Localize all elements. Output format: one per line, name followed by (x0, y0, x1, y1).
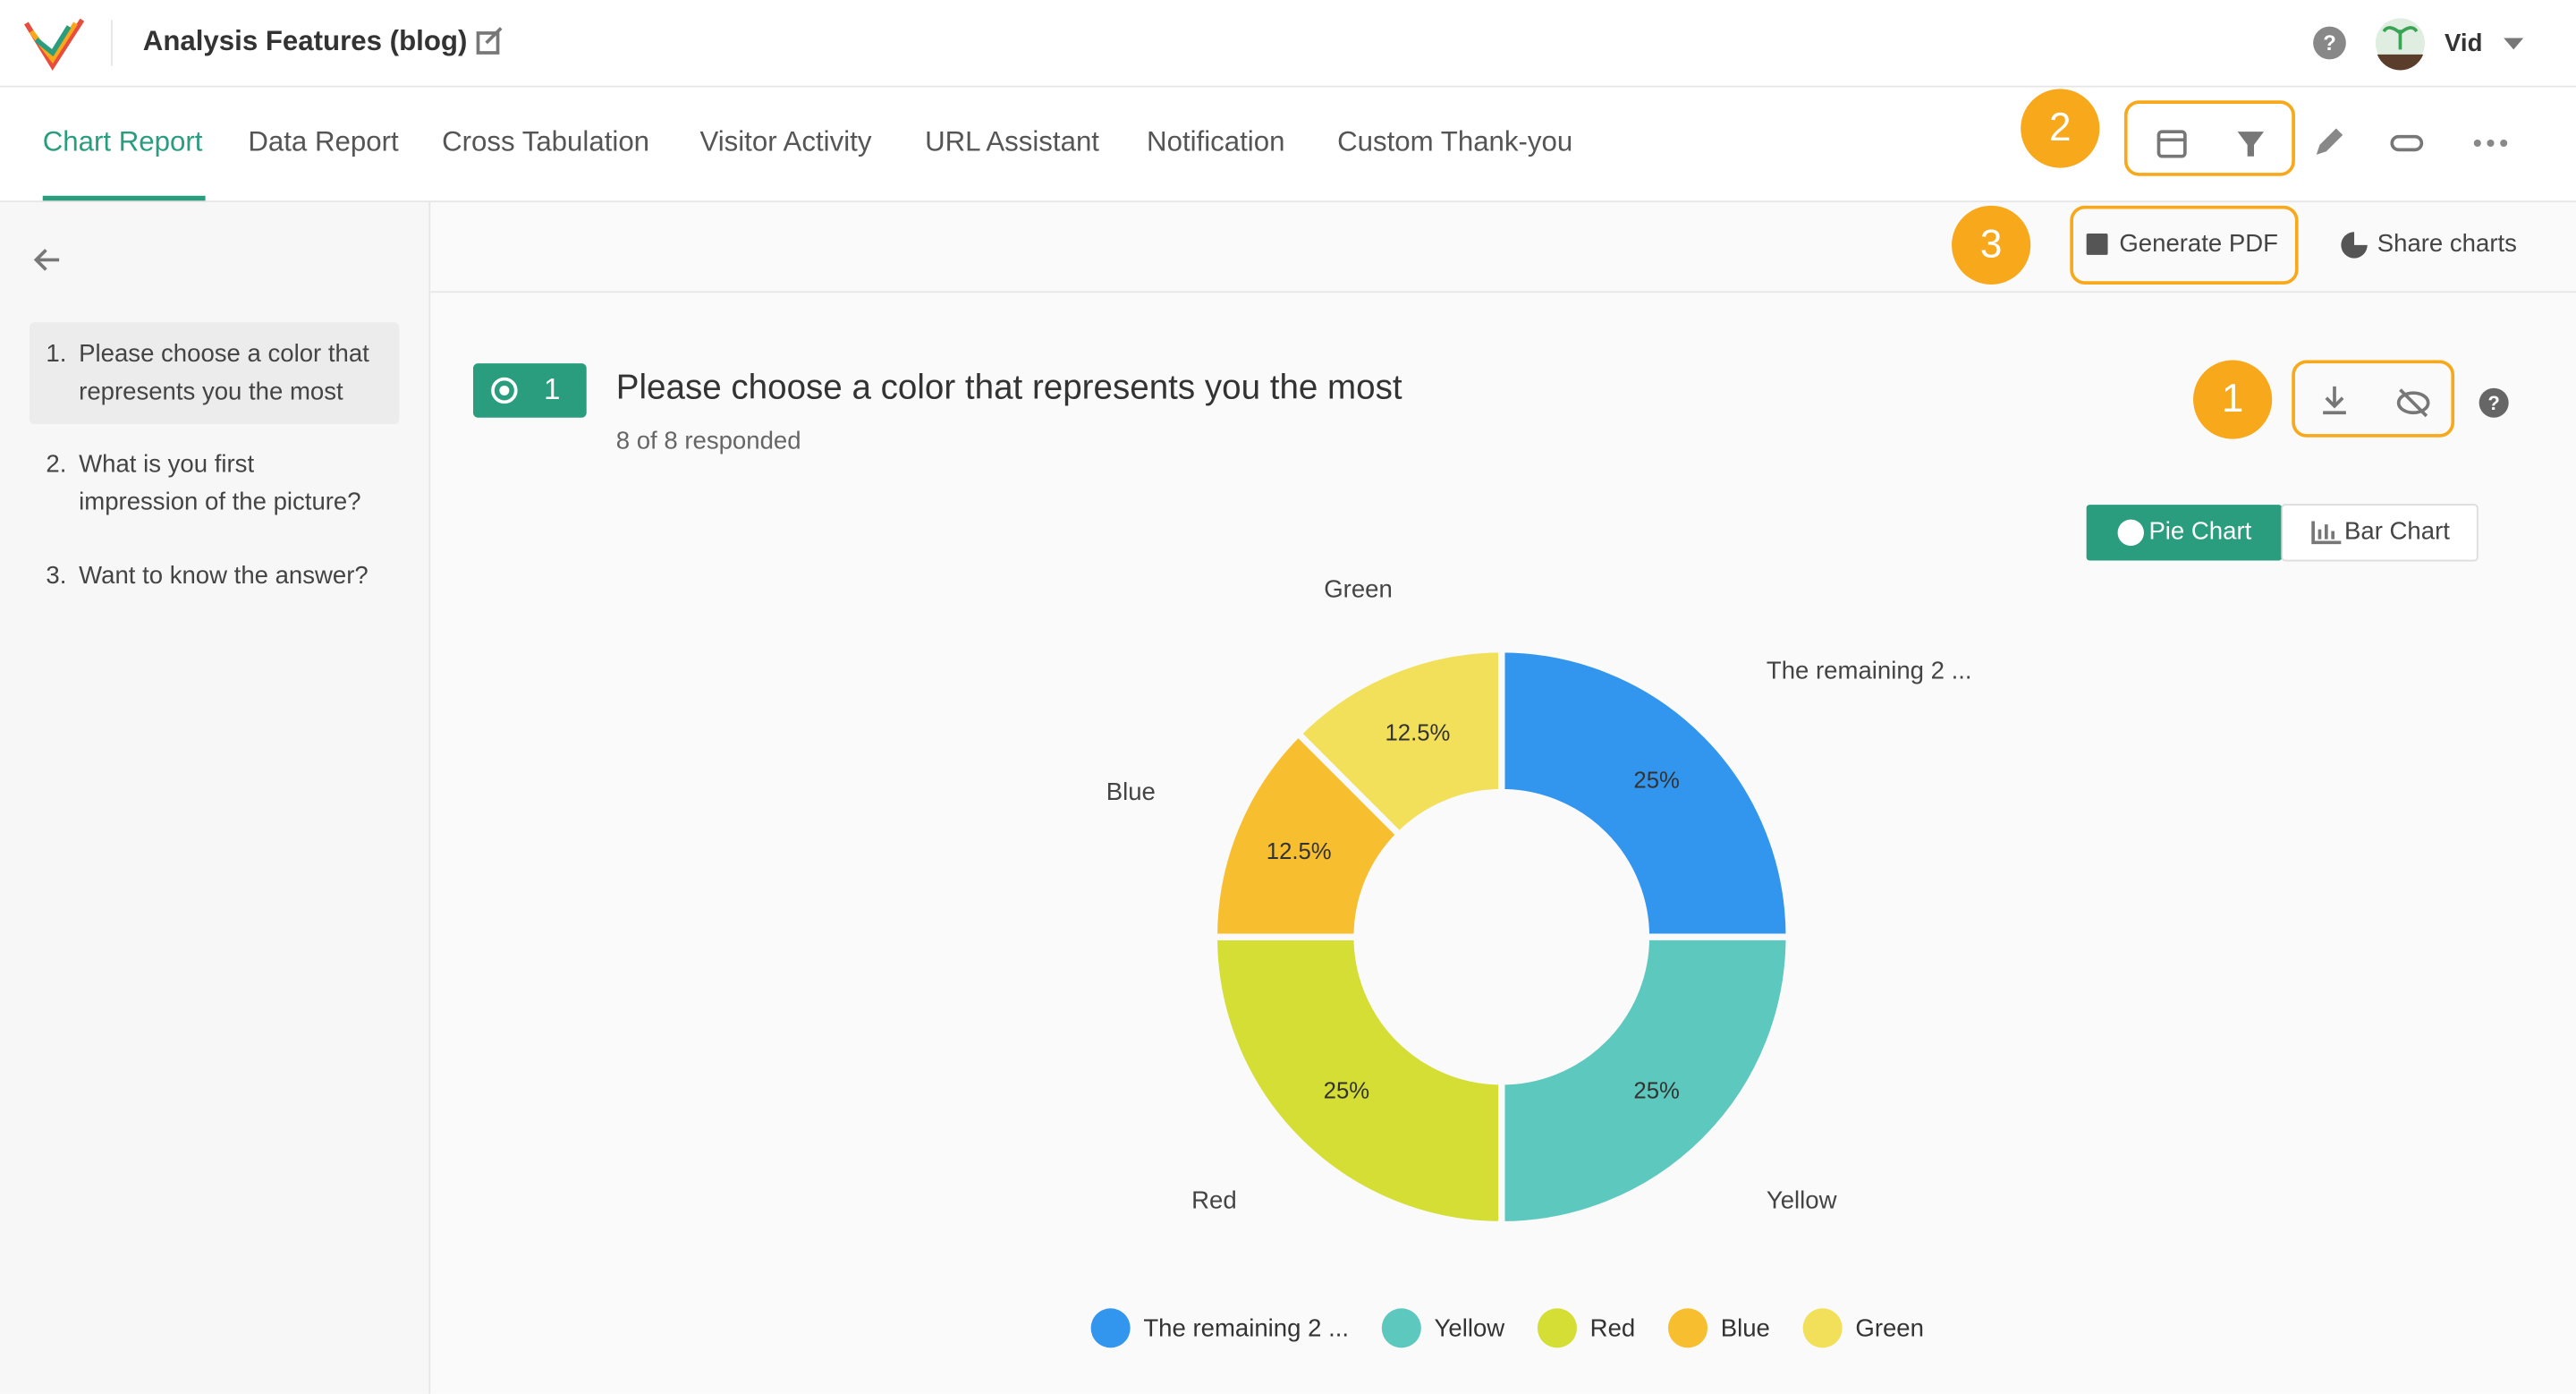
question-number: 1 (544, 373, 560, 406)
active-tab-indicator (42, 195, 206, 201)
question-list-item[interactable]: Want to know the answer? (79, 561, 369, 589)
question-list-item[interactable]: represents you the most (79, 377, 343, 404)
pie-slice (1498, 933, 1792, 1228)
tab[interactable]: Chart Report (43, 125, 203, 157)
tab[interactable]: Custom Thank-you (1337, 125, 1572, 157)
highlight-box (2292, 360, 2455, 438)
badge (2193, 360, 2273, 439)
question-list-number[interactable]: 2. (46, 449, 66, 477)
legend-swatch[interactable] (1802, 1308, 1843, 1348)
pie-chart-toggle-label[interactable]: Pie Chart (2148, 517, 2251, 545)
user-name[interactable]: Vid (2445, 29, 2482, 56)
question-list-number[interactable]: 1. (46, 339, 66, 367)
radio-icon (491, 377, 518, 404)
badge (2021, 89, 2100, 168)
slice-value-label: 25% (1633, 769, 1679, 794)
slice-category-label: Yellow (1767, 1186, 1837, 1214)
svg-text:?: ? (2323, 31, 2336, 55)
legend-swatch[interactable] (1537, 1308, 1577, 1348)
question-title: Please choose a color that represents yo… (616, 369, 1402, 407)
pdf-icon (2086, 234, 2108, 255)
pie-slice (1210, 933, 1505, 1228)
highlight-box (2123, 100, 2295, 176)
user-menu-caret[interactable] (2504, 38, 2524, 50)
badge-label: 2 (2049, 106, 2072, 149)
hide-button[interactable] (2396, 388, 2430, 418)
highlight-box (2070, 205, 2299, 285)
tab[interactable]: Cross Tabulation (442, 125, 649, 157)
external-link[interactable] (476, 27, 503, 55)
sidebar-active-item (30, 322, 400, 425)
question-list-item[interactable]: impression of the picture? (79, 488, 360, 515)
slice-value-label: 25% (1324, 1078, 1369, 1103)
download-button[interactable] (2323, 386, 2346, 415)
filter-button[interactable] (2237, 132, 2265, 157)
slice-category-label: Green (1324, 575, 1393, 603)
legend-label[interactable]: Blue (1721, 1313, 1770, 1341)
share-icon (2341, 232, 2368, 259)
slice-value-label: 12.5% (1385, 720, 1450, 745)
question-list-number[interactable]: 3. (46, 561, 66, 589)
bar-icon (2311, 521, 2342, 545)
slice-category-label: Blue (1106, 778, 1156, 805)
bar-chart-toggle-label[interactable]: Bar Chart (2344, 517, 2450, 545)
share-charts-button[interactable]: Share charts (2377, 229, 2517, 257)
pie-chart-toggle[interactable] (2086, 505, 2283, 561)
help-button[interactable]: ? (2313, 26, 2346, 60)
more-button[interactable] (2473, 139, 2508, 148)
pie-chart: 25% The remaining 2 ... 25% Yellow 25% Red 12.… (1090, 575, 1972, 1348)
slice-category-label: The remaining 2 ... (1767, 656, 1972, 684)
generate-pdf-button[interactable]: Generate PDF (2119, 229, 2278, 257)
link-button[interactable] (2390, 134, 2424, 152)
tab[interactable]: URL Assistant (925, 125, 1099, 157)
question-help[interactable]: ? (2479, 387, 2509, 418)
bar-chart-toggle[interactable] (2281, 504, 2479, 562)
badge-label: 3 (1980, 222, 2003, 266)
back-button[interactable] (33, 249, 60, 271)
badge (1952, 205, 2031, 285)
svg-text:?: ? (2487, 392, 2499, 414)
survey-title: Analysis Features (blog) (143, 25, 468, 56)
legend-swatch[interactable] (1090, 1308, 1131, 1348)
question-list-item[interactable]: Please choose a color that (79, 339, 369, 367)
pie-slice (1498, 646, 1792, 940)
badge-label: 1 (2222, 377, 2244, 421)
legend-label[interactable]: Yellow (1435, 1313, 1505, 1341)
slice-category-label: Red (1191, 1186, 1237, 1214)
legend-label[interactable]: Green (1855, 1313, 1924, 1341)
logo (24, 18, 85, 71)
avatar[interactable] (2375, 18, 2426, 71)
slice-value-label: 12.5% (1267, 839, 1332, 864)
pie-slice (1294, 646, 1505, 838)
legend-swatch[interactable] (1381, 1308, 1421, 1348)
date-filter-button[interactable] (2157, 130, 2187, 158)
tab[interactable]: Data Report (248, 125, 399, 157)
tab[interactable]: Notification (1147, 125, 1284, 157)
pie-slice (1210, 730, 1403, 940)
legend-label[interactable]: The remaining 2 ... (1143, 1313, 1349, 1341)
pie-icon (2117, 519, 2144, 547)
slice-value-label: 25% (1633, 1078, 1679, 1103)
tab-bar (0, 87, 2576, 201)
responded-count: 8 of 8 responded (616, 427, 801, 455)
legend-label[interactable]: Red (1590, 1313, 1636, 1341)
tab[interactable]: Visitor Activity (699, 125, 871, 157)
legend-swatch[interactable] (1667, 1308, 1708, 1348)
edit-button[interactable] (2316, 128, 2343, 155)
question-list-item[interactable]: What is you first (79, 449, 254, 477)
question-type-badge (472, 363, 587, 418)
radio-icon-dot (499, 385, 510, 395)
header (0, 0, 2576, 86)
